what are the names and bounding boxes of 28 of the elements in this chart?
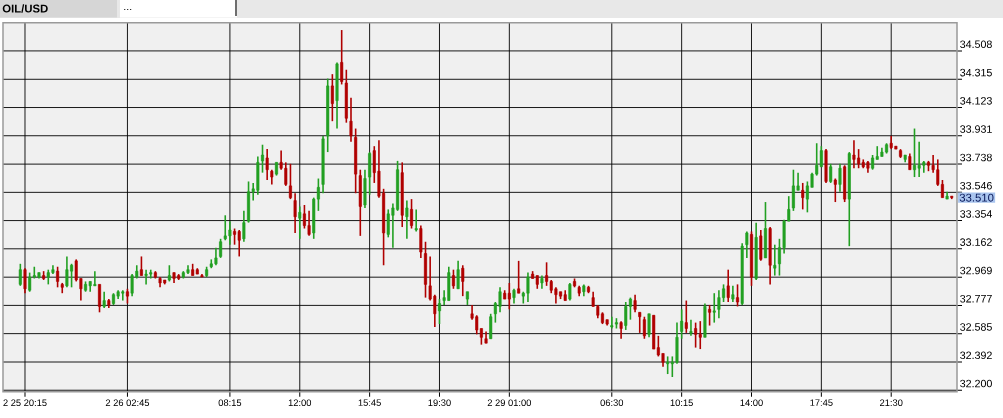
y-tick-label: 33.546 [960,181,992,190]
x-tick-label: 21:30 [879,399,903,407]
text: ... [124,8,132,11]
y-tick-label: 33.354 [960,210,993,218]
x-tick-label: 14:00 [740,399,763,407]
y-tick-label: 33.738 [960,153,992,162]
x-tick-label: 19:30 [428,399,451,407]
x-tick-label: 06:30 [600,399,624,407]
x-tick-label: 2 25 20:15 [3,399,47,407]
x-tick-label: 15:45 [358,399,381,406]
y-tick-label: 32.585 [960,323,992,331]
x-tick-label: 17:45 [810,399,833,406]
y-tick-label: 32.200 [960,379,992,388]
x-tick-label: 2 29 01:00 [487,399,532,407]
y-tick-label: 32.969 [960,266,992,275]
x-tick-label: 10:15 [670,399,693,407]
y-tick-label: 34.123 [960,97,992,105]
y-tick-label: 32.777 [960,294,992,303]
y-tick-label: 33.162 [960,238,992,246]
x-tick-label: 12:00 [288,399,312,407]
chart-title: OIL/USD [2,4,48,13]
text: 33.510 [959,193,994,202]
x-tick-label: 08:15 [218,399,242,407]
y-tick-label: 34.508 [960,40,992,49]
y-tick-label: 33.931 [960,125,992,133]
x-tick-label: 2 26 02:45 [105,399,150,407]
y-tick-label: 34.315 [960,68,992,77]
y-tick-label: 32.392 [960,351,992,360]
